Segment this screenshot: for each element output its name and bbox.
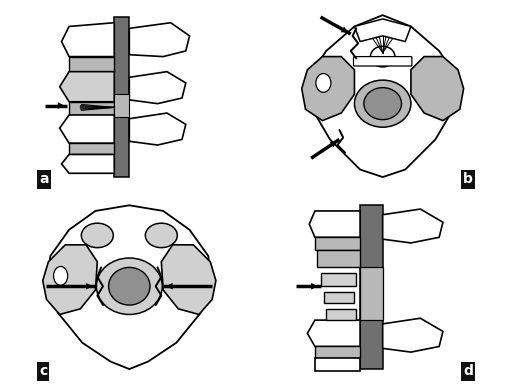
- Ellipse shape: [96, 258, 162, 314]
- Polygon shape: [61, 154, 114, 173]
- Ellipse shape: [145, 223, 177, 248]
- Polygon shape: [382, 318, 443, 352]
- Polygon shape: [69, 143, 114, 154]
- Polygon shape: [307, 320, 360, 346]
- Polygon shape: [60, 115, 114, 143]
- Ellipse shape: [354, 80, 411, 127]
- Text: c: c: [39, 364, 47, 378]
- Polygon shape: [114, 94, 130, 117]
- Polygon shape: [302, 57, 354, 121]
- Polygon shape: [360, 205, 382, 369]
- Text: d: d: [463, 364, 473, 378]
- Polygon shape: [130, 72, 186, 104]
- Polygon shape: [130, 23, 189, 57]
- FancyBboxPatch shape: [353, 57, 412, 66]
- Polygon shape: [382, 209, 443, 243]
- Polygon shape: [61, 23, 114, 57]
- Polygon shape: [315, 237, 360, 251]
- Ellipse shape: [81, 223, 113, 248]
- Ellipse shape: [109, 267, 150, 305]
- Polygon shape: [411, 57, 464, 121]
- Ellipse shape: [371, 46, 395, 67]
- Polygon shape: [42, 245, 97, 314]
- Polygon shape: [60, 72, 114, 102]
- Text: b: b: [463, 173, 473, 187]
- Polygon shape: [307, 15, 458, 177]
- Polygon shape: [317, 251, 360, 267]
- Ellipse shape: [364, 88, 401, 120]
- Polygon shape: [324, 292, 354, 303]
- Polygon shape: [69, 102, 114, 115]
- Polygon shape: [360, 267, 382, 320]
- Polygon shape: [161, 245, 216, 314]
- Polygon shape: [321, 273, 356, 286]
- Ellipse shape: [54, 267, 68, 285]
- Polygon shape: [326, 309, 356, 320]
- Polygon shape: [315, 346, 360, 358]
- Ellipse shape: [316, 74, 331, 92]
- Text: a: a: [39, 173, 49, 187]
- Polygon shape: [114, 17, 130, 177]
- Polygon shape: [48, 205, 210, 369]
- Polygon shape: [315, 358, 360, 371]
- Polygon shape: [354, 19, 411, 42]
- Polygon shape: [309, 211, 360, 237]
- Polygon shape: [69, 57, 114, 72]
- Polygon shape: [130, 113, 186, 145]
